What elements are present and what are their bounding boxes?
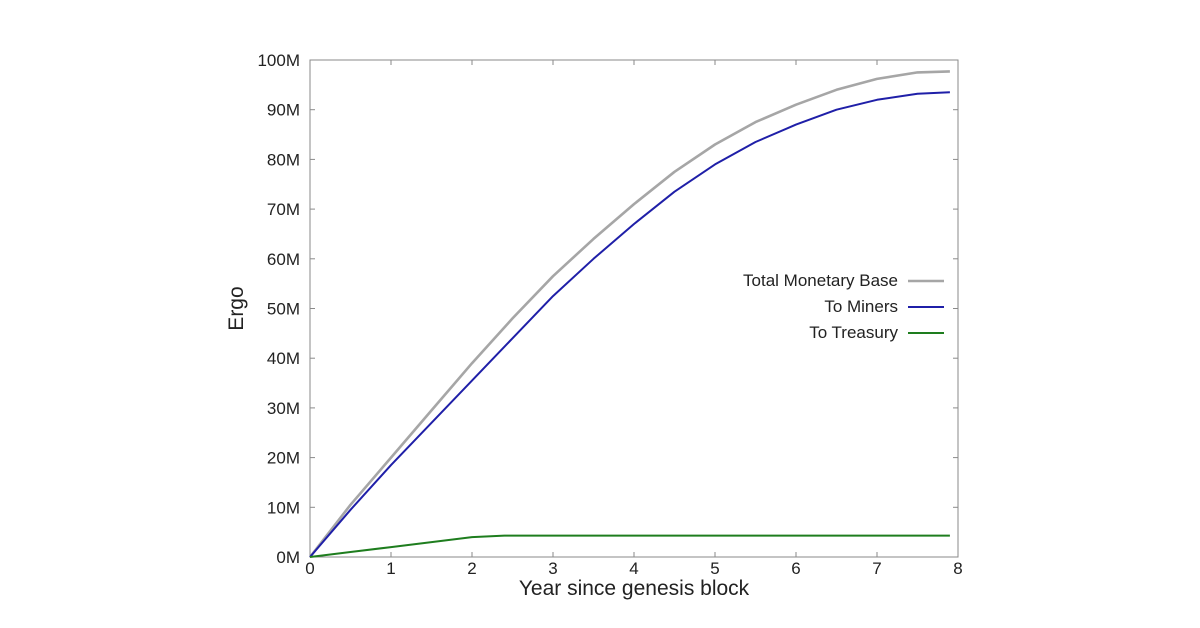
x-tick-label: 7 (872, 559, 881, 578)
x-tick-label: 0 (305, 559, 314, 578)
y-axis-title: Ergo (225, 286, 248, 330)
series-line-to-treasury (309, 534, 950, 558)
legend: Total Monetary Base To Miners To Treasury (743, 271, 944, 342)
x-tick-label: 6 (791, 559, 800, 578)
series-layer (308, 70, 950, 558)
y-tick-label: 0M (276, 548, 300, 567)
y-tick-label: 90M (267, 101, 300, 120)
y-tick-label: 80M (267, 150, 300, 169)
x-tick-label: 3 (548, 559, 557, 578)
x-axis-title: Year since genesis block (519, 577, 750, 600)
y-tick-label: 30M (267, 399, 300, 418)
series-line-to-miners (309, 91, 950, 558)
x-tick-label: 2 (467, 559, 476, 578)
y-tick-label: 100M (257, 51, 300, 70)
series-line-total-monetary-base (308, 70, 950, 558)
y-tick-label: 20M (267, 449, 300, 468)
y-tick-label: 60M (267, 250, 300, 269)
x-tick-label: 8 (953, 559, 962, 578)
legend-label: To Miners (824, 297, 898, 316)
legend-label: Total Monetary Base (743, 271, 898, 290)
y-tick-label: 70M (267, 200, 300, 219)
x-tick-label: 4 (629, 559, 638, 578)
x-tick-label: 5 (710, 559, 719, 578)
legend-label: To Treasury (809, 323, 898, 342)
y-tick-label: 50M (267, 300, 300, 319)
y-tick-label: 10M (267, 498, 300, 517)
y-tick-label: 40M (267, 349, 300, 368)
x-tick-label: 1 (386, 559, 395, 578)
